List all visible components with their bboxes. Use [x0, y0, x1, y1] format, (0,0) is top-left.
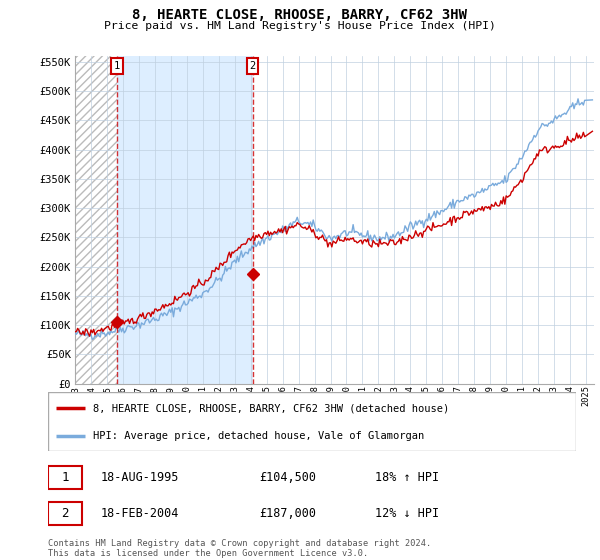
Text: £187,000: £187,000 — [259, 507, 316, 520]
Text: 8, HEARTE CLOSE, RHOOSE, BARRY, CF62 3HW: 8, HEARTE CLOSE, RHOOSE, BARRY, CF62 3HW — [133, 8, 467, 22]
Bar — [75, 56, 117, 384]
Bar — [117, 56, 253, 384]
Text: 2: 2 — [250, 61, 256, 71]
Text: 18-FEB-2004: 18-FEB-2004 — [101, 507, 179, 520]
Text: 12% ↓ HPI: 12% ↓ HPI — [376, 507, 439, 520]
Bar — [48, 502, 82, 525]
Text: 8, HEARTE CLOSE, RHOOSE, BARRY, CF62 3HW (detached house): 8, HEARTE CLOSE, RHOOSE, BARRY, CF62 3HW… — [93, 403, 449, 413]
Text: £104,500: £104,500 — [259, 471, 316, 484]
Text: 1: 1 — [114, 61, 120, 71]
Text: 2: 2 — [61, 507, 68, 520]
Text: HPI: Average price, detached house, Vale of Glamorgan: HPI: Average price, detached house, Vale… — [93, 431, 424, 441]
Text: 18% ↑ HPI: 18% ↑ HPI — [376, 471, 439, 484]
Bar — [48, 466, 82, 489]
Text: Price paid vs. HM Land Registry's House Price Index (HPI): Price paid vs. HM Land Registry's House … — [104, 21, 496, 31]
Text: 18-AUG-1995: 18-AUG-1995 — [101, 471, 179, 484]
Text: Contains HM Land Registry data © Crown copyright and database right 2024.
This d: Contains HM Land Registry data © Crown c… — [48, 539, 431, 558]
Text: 1: 1 — [61, 471, 68, 484]
